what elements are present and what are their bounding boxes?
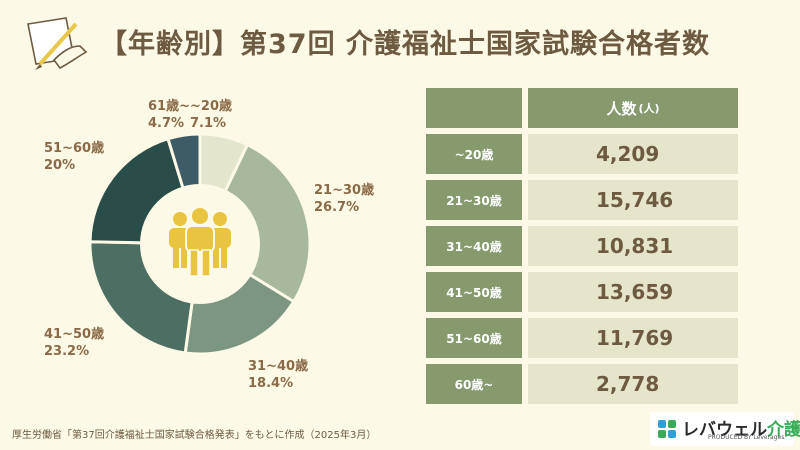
source-note: 厚生労働省「第37回介護福祉士国家試験合格発表」をもとに作成（2025年3月） (12, 430, 377, 441)
slice-label-31-40: 31~40歳 18.4% (248, 359, 309, 391)
table-row: 51~60歳 11,769 (426, 318, 738, 358)
brand-name: レバウェル介護 (682, 420, 800, 440)
slice-label-41-50: 41~50歳 23.2% (44, 327, 105, 359)
slice-label-under20: ~20歳 7.1% (190, 99, 232, 131)
table-header-row: 人数 (人) (426, 88, 738, 128)
table-row-age: 31~40歳 (426, 226, 522, 266)
slice-label-over61: 61歳~ 4.7% (148, 99, 190, 131)
table-row: 41~50歳 13,659 (426, 272, 738, 312)
table-row: ~20歳 4,209 (426, 134, 738, 174)
table-header-empty (426, 88, 522, 128)
table-row-count: 4,209 (528, 134, 738, 174)
count-table: 人数 (人) ~20歳 4,209 21~30歳 15,746 31~40歳 10… (426, 88, 738, 410)
table-row-count: 13,659 (528, 272, 738, 312)
table-row-age: 60歳~ (426, 364, 522, 404)
table-row-count: 10,831 (528, 226, 738, 266)
page-title: 【年齢別】第37回 介護福祉士国家試験合格者数 (100, 29, 710, 60)
brand-sub: PRODUCED BY Leverages (708, 434, 785, 441)
table-row-age: ~20歳 (426, 134, 522, 174)
donut-chart (88, 132, 312, 356)
people-group-icon (169, 206, 231, 277)
table-row-count: 15,746 (528, 180, 738, 220)
slice-label-51-60: 51~60歳 20% (44, 141, 105, 173)
table-row: 60歳~ 2,778 (426, 364, 738, 404)
slice-label-21-30: 21~30歳 26.7% (314, 183, 375, 215)
table-row: 31~40歳 10,831 (426, 226, 738, 266)
pen-writing-icon (27, 17, 88, 70)
table-row-age: 21~30歳 (426, 180, 522, 220)
table-row: 21~30歳 15,746 (426, 180, 738, 220)
table-row-age: 51~60歳 (426, 318, 522, 358)
table-row-count: 11,769 (528, 318, 738, 358)
table-header-count: 人数 (人) (528, 88, 738, 128)
brand-logo: レバウェル介護 PRODUCED BY Leverages (650, 412, 800, 446)
brand-mark-icon (658, 420, 676, 438)
table-row-count: 2,778 (528, 364, 738, 404)
table-row-age: 41~50歳 (426, 272, 522, 312)
